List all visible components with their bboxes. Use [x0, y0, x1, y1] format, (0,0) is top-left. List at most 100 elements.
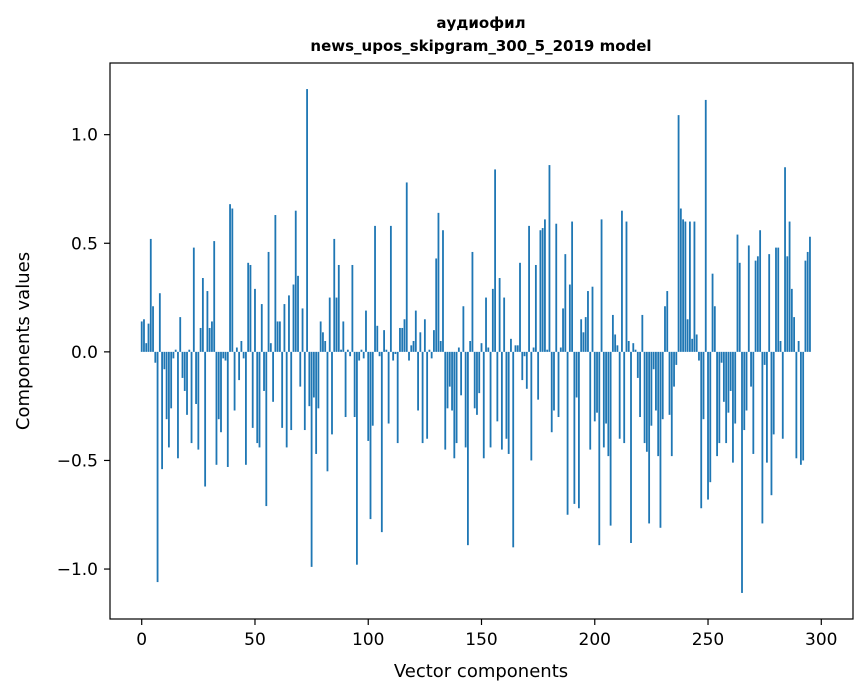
- bar-271: [754, 260, 757, 352]
- y-tick-label: 0.5: [71, 234, 98, 254]
- bar-208: [611, 314, 614, 352]
- bar-241: [686, 319, 689, 352]
- bar-201: [596, 351, 598, 413]
- bar-285: [786, 256, 789, 352]
- bar-185: [559, 347, 562, 352]
- bar-46: [245, 351, 247, 465]
- bar-182: [553, 351, 555, 411]
- bar-69: [297, 275, 299, 352]
- bar-246: [698, 351, 700, 361]
- bar-114: [399, 327, 401, 352]
- bar-290: [797, 341, 800, 352]
- bar-33: [215, 351, 218, 465]
- bar-247: [700, 351, 703, 509]
- bar-152: [485, 297, 487, 352]
- bar-210: [616, 345, 619, 352]
- bar-51: [256, 351, 259, 444]
- x-axis-ticks: 0 50 100 150 200 250 300: [136, 619, 838, 650]
- x-tick-label: 250: [692, 630, 724, 650]
- bar-161: [505, 351, 508, 439]
- bar-129: [433, 330, 435, 352]
- bar-45: [242, 351, 245, 359]
- bar-227: [655, 351, 657, 411]
- bar-230: [661, 351, 664, 420]
- bar-76: [312, 351, 315, 398]
- bar-71: [301, 308, 304, 352]
- bar-84: [331, 351, 333, 435]
- bar-143: [464, 351, 467, 448]
- bar-223: [645, 351, 648, 452]
- bar-279: [772, 351, 775, 435]
- x-tick-label: 50: [244, 630, 266, 650]
- bar-215: [627, 341, 630, 352]
- bar-179: [546, 349, 549, 352]
- bar-145: [469, 341, 472, 352]
- bar-28: [204, 351, 207, 487]
- bar-274: [761, 351, 764, 524]
- bar-102: [371, 351, 374, 426]
- bar-277: [768, 254, 771, 352]
- x-tick-label: 0: [136, 630, 147, 650]
- bar-255: [718, 351, 721, 444]
- bar-55: [265, 351, 268, 507]
- bar-248: [702, 351, 705, 420]
- bar-169: [523, 351, 526, 357]
- bar-286: [788, 221, 791, 352]
- bar-266: [743, 351, 746, 431]
- bar-38: [226, 351, 229, 467]
- x-axis-label: Vector components: [394, 661, 568, 682]
- bar-181: [550, 351, 553, 433]
- bar-61: [278, 321, 281, 352]
- bar-26: [199, 327, 202, 352]
- bar-3: [147, 323, 150, 352]
- bar-137: [451, 351, 453, 411]
- bar-199: [591, 286, 594, 352]
- bar-30: [208, 327, 211, 352]
- bar-288: [793, 317, 796, 352]
- bar-56: [267, 251, 270, 352]
- bar-90: [344, 351, 347, 418]
- bar-172: [530, 351, 533, 461]
- bar-188: [566, 351, 569, 515]
- bar-58: [272, 351, 274, 402]
- bar-78: [317, 351, 320, 409]
- bar-209: [614, 334, 617, 352]
- bar-119: [410, 345, 413, 352]
- bar-218: [634, 349, 637, 352]
- bar-219: [636, 351, 639, 378]
- bar-245: [695, 334, 698, 352]
- bar-18: [181, 351, 184, 378]
- bar-211: [618, 351, 621, 439]
- bar-178: [544, 219, 546, 352]
- bar-6: [154, 351, 157, 363]
- bar-217: [632, 343, 635, 352]
- bar-191: [573, 351, 576, 504]
- bar-81: [324, 341, 327, 352]
- bar-89: [342, 321, 345, 352]
- bar-165: [514, 345, 517, 352]
- bar-193: [578, 351, 580, 509]
- bar-244: [693, 221, 696, 352]
- bar-109: [387, 351, 390, 424]
- bar-261: [732, 351, 734, 463]
- bar-238: [679, 208, 682, 352]
- bar-103: [374, 225, 376, 352]
- y-tick-label: 0.0: [71, 343, 98, 363]
- bar-153: [487, 347, 490, 352]
- bar-250: [707, 351, 709, 500]
- bar-176: [539, 230, 542, 352]
- bar-205: [605, 351, 607, 424]
- bar-189: [568, 284, 571, 352]
- bar-195: [582, 332, 585, 352]
- bar-96: [358, 351, 361, 361]
- bar-237: [677, 115, 680, 352]
- bar-131: [437, 212, 440, 352]
- bar-252: [711, 273, 714, 352]
- bar-116: [403, 319, 406, 352]
- bar-186: [562, 308, 564, 352]
- bar-77: [315, 351, 318, 454]
- bar-253: [713, 306, 716, 352]
- bar-164: [512, 351, 515, 548]
- bar-232: [666, 291, 669, 352]
- x-tick-label: 100: [352, 630, 384, 650]
